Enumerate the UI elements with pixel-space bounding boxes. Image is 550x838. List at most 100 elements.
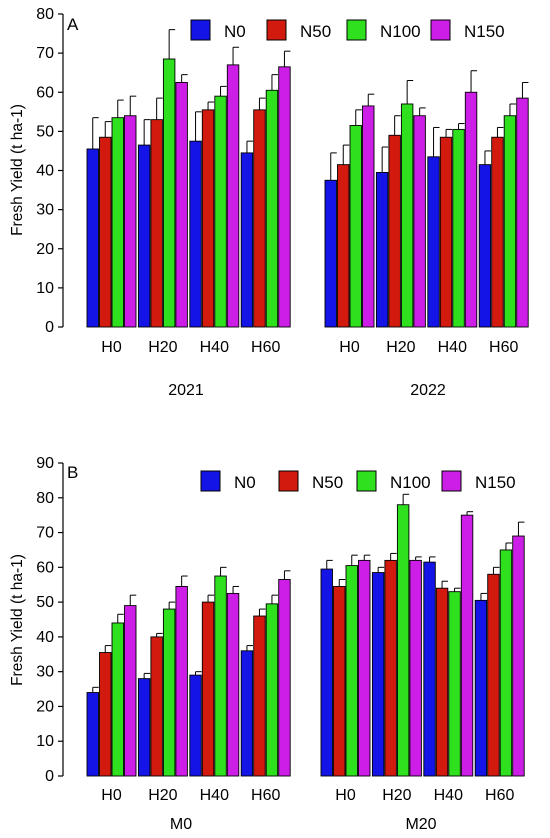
bar-n50 xyxy=(99,652,112,777)
category-label: H0 xyxy=(101,339,122,356)
bar-n100 xyxy=(499,549,513,777)
bar-n100 xyxy=(265,89,279,328)
legend-swatch-n100 xyxy=(346,19,367,41)
bar-n100 xyxy=(345,565,358,777)
y-tick-label: 70 xyxy=(36,45,54,62)
y-tick-label: 50 xyxy=(36,594,54,611)
bar-n50 xyxy=(491,136,504,328)
bar-n0 xyxy=(189,140,202,328)
bar-n0 xyxy=(86,148,99,328)
bar-n100 xyxy=(265,603,279,777)
bar-n0 xyxy=(240,152,254,328)
category-label: H20 xyxy=(382,787,411,804)
bar-n150 xyxy=(413,115,426,328)
bar-n50 xyxy=(150,119,163,328)
y-tick-label: 10 xyxy=(36,733,54,750)
category-label: H60 xyxy=(489,339,518,356)
y-tick-label: 50 xyxy=(36,123,54,140)
bar-n150 xyxy=(460,514,474,777)
bar-n100 xyxy=(400,103,414,328)
category-label: H0 xyxy=(335,787,356,804)
y-tick-label: 70 xyxy=(36,525,54,542)
category-label: H0 xyxy=(339,339,360,356)
bar-n0 xyxy=(137,678,151,777)
bar-n50 xyxy=(201,109,215,328)
bar-n0 xyxy=(371,572,385,777)
bar-n100 xyxy=(396,504,410,777)
category-label: H20 xyxy=(148,787,177,804)
bar-n50 xyxy=(201,601,215,777)
bar-n50 xyxy=(388,134,401,328)
y-tick-label: 60 xyxy=(36,84,54,101)
y-tick-label: 0 xyxy=(45,768,54,785)
bar-n50 xyxy=(439,136,453,328)
legend-label-n0: N0 xyxy=(234,473,256,492)
chart-panel-a: 0 10 20 30 40 50 60 70 80 Fresh Yield (t ha-1) A N0… xyxy=(9,6,529,399)
bar-n100 xyxy=(162,58,176,328)
y-tick-label: 10 xyxy=(36,280,54,297)
bar-n150 xyxy=(175,586,188,777)
bar-n0 xyxy=(137,144,151,328)
group-label: M0 xyxy=(170,816,192,833)
bar-n100 xyxy=(214,575,227,777)
bar-n150 xyxy=(175,82,188,328)
bar-n150 xyxy=(226,592,240,777)
category-label: H60 xyxy=(251,339,280,356)
bar-n100 xyxy=(448,591,461,777)
bar-n150 xyxy=(358,559,371,777)
bar-n50 xyxy=(253,109,266,328)
bar-n50 xyxy=(333,586,346,777)
bar-n0 xyxy=(189,674,202,777)
bar-n50 xyxy=(435,587,449,777)
bar-n150 xyxy=(124,605,137,777)
legend-label-n150: N150 xyxy=(475,473,516,492)
y-tick-label: 30 xyxy=(36,664,54,681)
category-label: H40 xyxy=(438,339,467,356)
bar-n50 xyxy=(337,164,350,328)
bar-n0 xyxy=(86,692,99,777)
bar-n100 xyxy=(111,117,124,328)
bar-n0 xyxy=(240,650,254,777)
y-axis-label: Fresh Yield (t ha-1) xyxy=(9,104,26,236)
y-tick-label: 80 xyxy=(36,490,54,507)
legend-swatch-n0 xyxy=(200,470,221,492)
panel-label: A xyxy=(67,15,79,34)
category-label: H40 xyxy=(200,787,229,804)
bar-n150 xyxy=(464,91,478,328)
bar-n100 xyxy=(349,125,362,328)
bar-n150 xyxy=(409,559,422,777)
legend-swatch-n50 xyxy=(266,19,287,41)
legend-swatch-n100 xyxy=(356,470,377,492)
bar-n100 xyxy=(111,622,124,777)
y-tick-label: 80 xyxy=(36,6,54,23)
y-axis-label: Fresh Yield (t ha-1) xyxy=(9,554,26,686)
chart-panel-b: 0 10 20 30 40 50 60 70 80 90 Fresh Yield (t ha-1) B… xyxy=(9,455,525,833)
category-label: H20 xyxy=(386,339,415,356)
legend-label-n50: N50 xyxy=(300,22,331,41)
legend-swatch-n0 xyxy=(190,19,211,41)
y-tick-label: 90 xyxy=(36,455,54,472)
bar-n150 xyxy=(516,97,529,328)
group-label: 2022 xyxy=(410,382,446,399)
bar-n0 xyxy=(320,568,333,777)
category-label: H0 xyxy=(101,787,122,804)
y-tick-label: 40 xyxy=(36,629,54,646)
category-label: H40 xyxy=(200,339,229,356)
bar-n50 xyxy=(384,559,397,777)
bar-n0 xyxy=(427,156,440,328)
bar-n0 xyxy=(474,599,488,777)
y-tick-label: 20 xyxy=(36,241,54,258)
y-tick-label: 60 xyxy=(36,559,54,576)
y-tick-label: 20 xyxy=(36,698,54,715)
legend-label-n0: N0 xyxy=(224,22,246,41)
bar-n100 xyxy=(503,115,517,328)
legend-swatch-n150 xyxy=(430,19,451,41)
bar-n50 xyxy=(253,615,266,777)
legend-swatch-n150 xyxy=(441,470,462,492)
bar-n100 xyxy=(452,128,465,328)
bar-n150 xyxy=(512,535,525,777)
bar-n100 xyxy=(214,95,227,328)
legend-label-n150: N150 xyxy=(464,22,505,41)
y-tick-label: 0 xyxy=(45,319,54,336)
bar-n150 xyxy=(278,579,291,777)
